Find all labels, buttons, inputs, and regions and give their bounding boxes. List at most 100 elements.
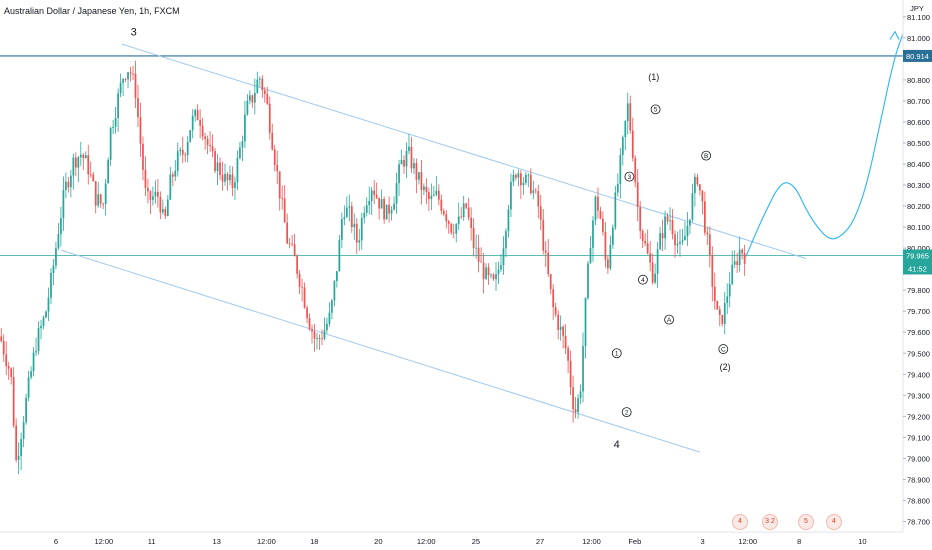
candle-body <box>557 314 560 330</box>
candle-body <box>636 182 639 208</box>
candle-body <box>32 352 35 372</box>
price-tick-label: 81.100 <box>907 13 930 22</box>
wave-label-text: 2 <box>625 410 629 417</box>
wave-label: 2 <box>621 407 632 418</box>
candle-body <box>450 223 453 233</box>
candle-body <box>567 348 569 361</box>
candle-body <box>487 267 490 276</box>
candle-body <box>236 158 239 183</box>
candle-body <box>731 264 734 284</box>
candle-body <box>370 190 373 202</box>
candle-body <box>708 234 711 255</box>
candle-body <box>415 163 418 180</box>
candle-body <box>149 191 152 200</box>
candle-body <box>57 234 60 249</box>
wave-label-text: (2) <box>720 362 731 372</box>
plot-area[interactable]: 3 4 (1) (2) 1 2 3 4 5 A B C <box>0 27 904 475</box>
candle-body <box>699 184 701 191</box>
wave-circle <box>650 104 661 115</box>
candle-body <box>552 289 555 308</box>
price-tick-label: 80.600 <box>907 118 930 127</box>
wave-label: B <box>701 150 712 161</box>
candle-body <box>723 302 726 324</box>
price-tick-label: 78.900 <box>907 475 930 484</box>
event-flag-icon[interactable]: 4 <box>732 514 748 530</box>
candle-body <box>671 220 674 235</box>
candle-body <box>209 144 211 147</box>
candle-body <box>577 398 579 413</box>
candle-body <box>286 222 289 244</box>
candle-body <box>27 377 30 398</box>
price-tick-label: 79.100 <box>907 433 930 442</box>
wave-label: 4 <box>638 274 648 285</box>
candle-body <box>79 154 82 158</box>
wave-circle <box>621 407 632 418</box>
candle-body <box>256 79 259 93</box>
candle-body <box>375 194 378 198</box>
candle-body <box>47 297 50 312</box>
candle-body <box>554 307 557 315</box>
candle-body <box>104 183 107 204</box>
candle-body <box>602 218 604 233</box>
candle-body <box>266 94 269 104</box>
wave-circle <box>664 314 675 325</box>
candle-body <box>432 194 435 196</box>
candle-body <box>239 147 241 159</box>
price-tick-label: 80.500 <box>907 139 930 148</box>
candle-body <box>323 330 326 339</box>
event-flag-icon[interactable]: 5 <box>798 514 814 530</box>
time-tick-label: 20 <box>374 537 382 546</box>
candle-body <box>112 126 114 129</box>
candle-body <box>505 231 507 249</box>
candle-body <box>55 248 57 266</box>
candle-body <box>99 194 102 204</box>
candle-body <box>629 103 632 131</box>
candle-body <box>234 182 236 188</box>
candle-body <box>45 311 47 318</box>
candle-body <box>520 173 522 186</box>
candle-body <box>124 79 127 80</box>
candle-body <box>241 141 244 148</box>
level-price-tag-text: 80.914 <box>906 52 929 61</box>
candle-body <box>457 216 460 225</box>
wave-label: (2) <box>720 362 731 372</box>
event-flag-icon[interactable]: 3 2 <box>762 514 778 530</box>
candle-body <box>15 425 18 460</box>
candle-body <box>582 346 584 392</box>
candle-body <box>616 184 619 193</box>
candle-body <box>326 323 328 331</box>
candle-body <box>5 354 8 367</box>
candle-body <box>440 199 443 211</box>
candle-body <box>679 241 681 244</box>
candle-body <box>179 149 182 152</box>
time-axis[interactable]: 6 12:00 11 13 12:00 18 20 12:00 25 27 12:00 Feb 3 12:… <box>0 531 903 546</box>
candle-body <box>147 187 149 192</box>
projection-curve <box>745 33 904 257</box>
candle-body <box>52 265 55 273</box>
candle-body <box>408 146 410 152</box>
candle-body <box>97 194 100 206</box>
time-tick-label: 18 <box>310 537 318 546</box>
candle-body <box>67 181 70 188</box>
candle-body <box>288 243 291 245</box>
last-price-text: 79.965 <box>906 251 929 260</box>
candle-body <box>465 203 468 208</box>
candle-body <box>529 174 532 194</box>
candle-body <box>161 209 164 213</box>
candle-body <box>507 209 510 232</box>
price-tick-label: 80.000 <box>907 244 930 253</box>
candle-body <box>395 183 398 204</box>
candle-body <box>35 351 37 353</box>
event-flag-icon[interactable]: 4 <box>826 514 842 530</box>
candle-body <box>500 265 502 270</box>
candle-body <box>338 239 341 272</box>
candle-body <box>604 232 607 260</box>
candle-body <box>706 232 709 235</box>
candle-body <box>263 90 266 95</box>
candle-body <box>30 371 32 378</box>
candle-body <box>211 146 214 152</box>
candle-body <box>114 118 117 127</box>
candle-body <box>599 210 602 219</box>
